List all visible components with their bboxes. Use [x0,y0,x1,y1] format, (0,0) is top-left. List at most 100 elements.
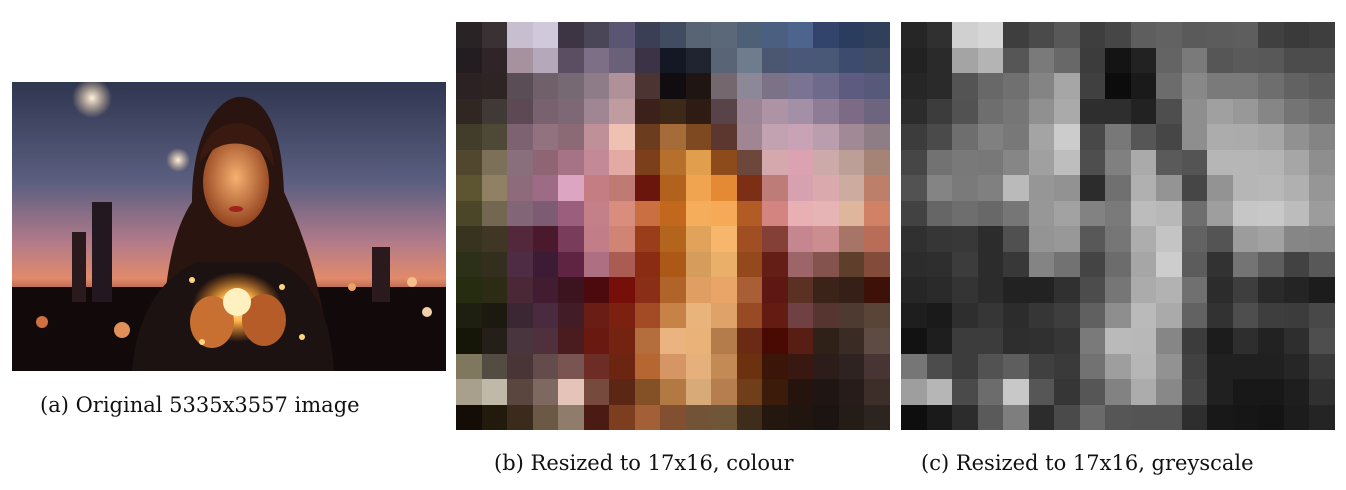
colour-pixel [583,251,610,277]
colour-pixel [481,22,508,48]
grey-pixel [1054,47,1080,73]
grey-pixel [1130,353,1157,379]
colour-pixel [736,302,763,328]
colour-pixel [456,379,482,405]
grey-pixel [1003,175,1029,201]
grey-pixel [1079,328,1106,354]
colour-pixel [736,149,763,175]
colour-pixel [838,251,865,277]
grey-pixel [1156,404,1182,430]
colour-pixel-grid [456,22,890,430]
grey-pixel [1003,353,1029,379]
colour-pixel [838,175,865,201]
colour-pixel [711,226,737,252]
colour-pixel [787,200,814,226]
colour-pixel [762,98,788,124]
grey-pixel [1028,98,1055,124]
colour-pixel [532,73,559,99]
grey-pixel [952,124,978,150]
colour-pixel [456,251,482,277]
grey-pixel [1003,404,1029,430]
grey-pixel [901,200,927,226]
grey-pixel [1003,277,1029,303]
colour-pixel [838,226,865,252]
colour-pixel [456,22,482,48]
colour-pixel [864,379,890,405]
grey-pixel [1130,251,1157,277]
colour-pixel [762,277,788,303]
grey-pixel [952,200,978,226]
grey-pixel [1207,73,1233,99]
colour-pixel [838,149,865,175]
grey-pixel [926,98,953,124]
grey-pixel [1232,73,1259,99]
grey-pixel [926,200,953,226]
colour-pixel [558,404,584,430]
colour-pixel [864,404,890,430]
grey-pixel [1283,98,1310,124]
grey-pixel [1232,124,1259,150]
grey-pixel [1309,251,1335,277]
colour-pixel [507,200,533,226]
grey-pixel [1156,73,1182,99]
grey-pixel [952,98,978,124]
colour-pixel [762,175,788,201]
colour-pixel [711,149,737,175]
colour-pixel [864,200,890,226]
grey-pixel [1181,98,1208,124]
colour-pixel [736,98,763,124]
grey-pixel [1105,379,1131,405]
grey-pixel [926,404,953,430]
grey-pixel [926,302,953,328]
colour-pixel [838,328,865,354]
grey-pixel [977,277,1004,303]
colour-pixel [711,22,737,48]
colour-pixel [838,200,865,226]
grey-pixel [1003,47,1029,73]
colour-pixel [787,328,814,354]
colour-pixel [609,149,635,175]
grey-pixel [1258,175,1284,201]
grey-pixel [1232,175,1259,201]
colour-pixel [762,47,788,73]
grey-pixel [1258,149,1284,175]
grey-pixel [977,251,1004,277]
grey-pixel [1028,200,1055,226]
colour-pixel [481,328,508,354]
colour-pixel [532,379,559,405]
colour-pixel [609,302,635,328]
colour-pixel [558,149,584,175]
grey-pixel [952,22,978,48]
colour-pixel [456,353,482,379]
grey-pixel [1003,200,1029,226]
grey-pixel [1054,379,1080,405]
grey-pixel [977,404,1004,430]
grey-pixel [1130,302,1157,328]
grey-pixel [1258,404,1284,430]
colour-pixel [762,404,788,430]
colour-pixel [634,47,661,73]
caption-a: (a) Original 5335x3557 image [40,393,360,417]
grey-pixel [901,404,927,430]
colour-pixel [532,22,559,48]
grey-pixel [952,175,978,201]
colour-pixel [787,175,814,201]
colour-pixel [456,200,482,226]
grey-pixel [1181,328,1208,354]
grey-pixel [901,73,927,99]
colour-pixel [456,73,482,99]
grey-pixel [1232,302,1259,328]
colour-pixel [456,328,482,354]
colour-pixel [787,22,814,48]
original-photo [12,82,446,371]
colour-pixel [787,302,814,328]
grey-pixel [1283,404,1310,430]
colour-pixel [864,302,890,328]
colour-pixel [481,98,508,124]
grey-pixel [1258,47,1284,73]
grey-pixel [1181,149,1208,175]
grey-pixel [1309,226,1335,252]
grey-pixel [977,47,1004,73]
colour-pixel [685,124,712,150]
colour-pixel [583,404,610,430]
